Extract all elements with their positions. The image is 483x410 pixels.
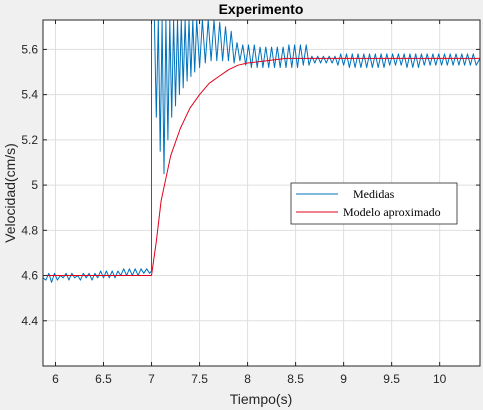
x-tick-labels: 6 6.5 7 7.5 8 8.5 9 9.5 10 <box>52 372 447 386</box>
legend: Medidas Modelo aproximado <box>290 182 458 225</box>
x-tick-label: 7 <box>148 372 155 386</box>
series-line-modelo-aproximado <box>43 57 480 276</box>
y-tick-label: 5 <box>31 178 38 192</box>
legend-box <box>290 182 458 225</box>
axes-box <box>42 19 481 367</box>
y-tick-label: 4.8 <box>21 223 38 237</box>
y-tick-label: 5.2 <box>21 133 38 147</box>
series-line-medidas <box>43 20 480 283</box>
x-tick-label: 6.5 <box>95 372 112 386</box>
x-tick-label: 9.5 <box>383 372 400 386</box>
x-tick-label: 7.5 <box>191 372 208 386</box>
x-axis-label: Tiempo(s) <box>230 391 293 407</box>
chart-title: Experimento <box>219 1 304 17</box>
y-tick-label: 4.4 <box>21 314 38 328</box>
y-tick-label: 4.6 <box>21 269 38 283</box>
x-tick-label: 8 <box>244 372 251 386</box>
y-tick-label: 5.6 <box>21 42 38 56</box>
tick-marks <box>43 20 480 366</box>
x-tick-label: 9 <box>340 372 347 386</box>
y-axis-label: Velocidad(cm/s) <box>2 143 18 243</box>
legend-label-medidas: Medidas <box>353 187 395 201</box>
x-tick-label: 6 <box>52 372 59 386</box>
legend-label-modelo: Modelo aproximado <box>343 205 441 219</box>
y-tick-labels: 4.4 4.6 4.8 5 5.2 5.4 5.6 <box>21 42 38 327</box>
x-tick-label: 8.5 <box>287 372 304 386</box>
y-tick-label: 5.4 <box>21 88 38 102</box>
series-layer <box>43 20 480 283</box>
x-tick-label: 10 <box>433 372 447 386</box>
